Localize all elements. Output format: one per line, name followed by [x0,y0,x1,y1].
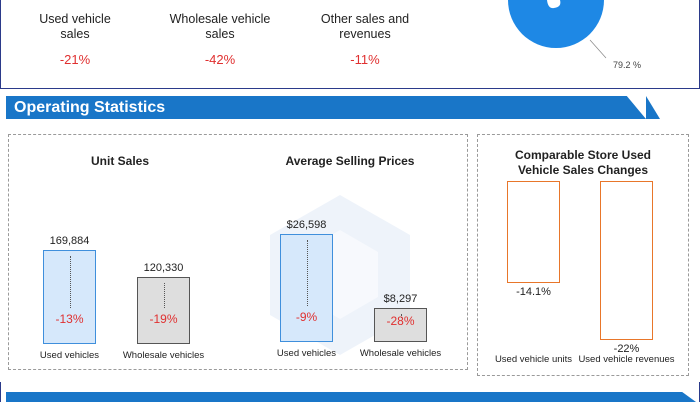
bar-category-label: Used vehicles [276,348,337,359]
stat-label-line2: sales [205,27,235,41]
change-arrow [163,283,165,308]
pie-slice-inner-highlight [547,0,561,9]
stat-other-sales: Other sales and revenues -11% [300,12,430,67]
bar-value-label: $26,598 [286,219,327,231]
stat-change: -42% [204,52,236,67]
chart-title-line2: Vehicle Sales Changes [517,163,649,177]
bar-value-label: -22% [613,343,640,355]
bar-change-label: -19% [149,312,178,326]
change-arrow [69,256,71,308]
stat-change: -11% [350,52,380,67]
chart-title-avg-selling-prices: Average Selling Prices [285,154,415,168]
stat-used-vehicle-sales: Used vehicle sales -21% [10,12,140,67]
bar-value-label: -14.1% [516,286,551,298]
pie-slice [508,0,604,48]
stat-change: -21% [59,52,91,67]
stat-label: Wholesale vehicle sales [155,12,285,42]
chart-title-line1: Comparable Store Used [514,148,652,162]
bar-category-label: Used vehicles [39,350,100,361]
chart-title-unit-sales: Unit Sales [90,154,150,168]
section-banner: Operating Statistics [6,96,646,119]
stat-label-line1: Wholesale vehicle [169,12,271,26]
bar [507,181,560,283]
chart-title-comparable-store: Comparable Store Used Vehicle Sales Chan… [478,148,688,178]
bar-category-label: Used vehicle revenues [578,354,675,365]
bar-change-label: -13% [55,312,84,326]
pie-chart-fragment [508,0,607,59]
change-arrow [400,314,402,318]
next-section-banner [6,392,696,402]
stat-label-line2: sales [60,27,90,41]
bar-value-label: $8,297 [383,293,418,305]
bar-value-label: 169,884 [49,235,90,247]
stat-label-line1: Other sales and [320,12,410,26]
bar [600,181,653,340]
bar-change-label: -9% [295,310,318,324]
stat-wholesale-vehicle-sales: Wholesale vehicle sales -42% [155,12,285,67]
banner-tail [646,96,660,119]
pie-percent-label: 79.2 % [613,60,642,70]
stat-label: Used vehicle sales [10,12,140,42]
operating-stats-frame [8,134,468,370]
bar-change-label: -28% [386,314,415,328]
section-title: Operating Statistics [14,98,166,116]
stat-label-line2: revenues [339,27,391,41]
stat-label-line1: Used vehicle [39,12,111,26]
stat-label: Other sales and revenues [300,12,430,42]
change-arrow [306,240,308,306]
bar-category-label: Used vehicle units [494,354,573,365]
bar-value-label: 120,330 [143,262,184,274]
comparable-store-frame [477,134,689,376]
bar-category-label: Wholesale vehicles [122,350,205,361]
bar [374,308,427,342]
pie-leader-line [589,39,607,59]
bar-category-label: Wholesale vehicles [359,348,442,359]
